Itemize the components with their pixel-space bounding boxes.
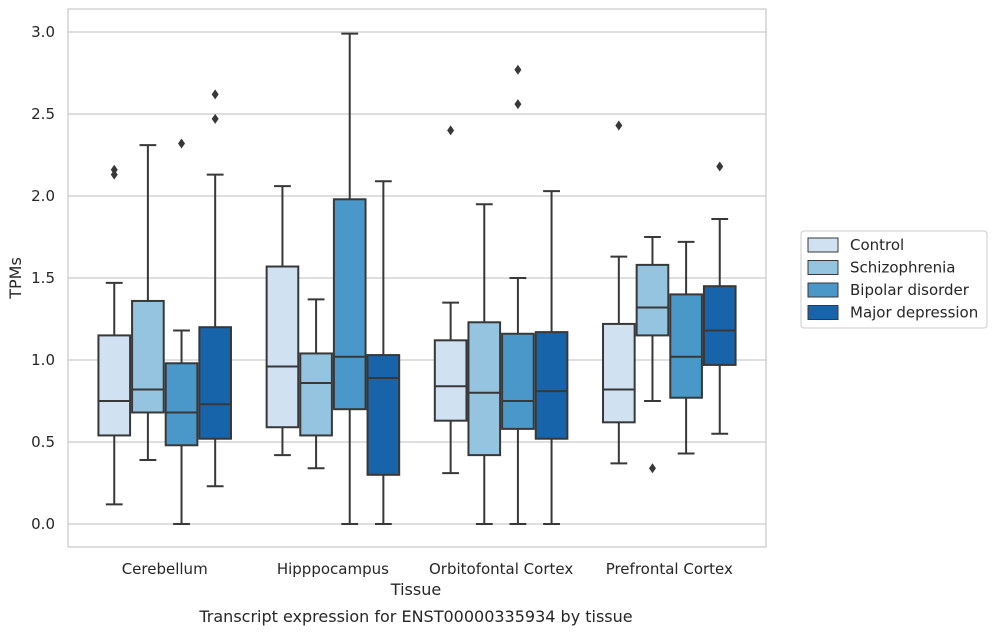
x-axis-label: Tissue (390, 580, 441, 599)
legend-label: Bipolar disorder (850, 281, 970, 299)
outlier-point (211, 89, 219, 100)
box-group (467, 203, 502, 525)
outlier-point (110, 164, 118, 175)
box (669, 293, 703, 399)
outlier-point (615, 120, 623, 131)
outlier-point (211, 113, 219, 124)
box-group (635, 236, 670, 474)
y-tick-label: 1.0 (31, 351, 55, 369)
y-tick-label: 3.0 (31, 23, 55, 41)
y-axis-ticks: 0.0 0.5 1.0 1.5 2.0 2.5 3.0 (31, 23, 55, 533)
chart-title: Transcript expression for ENST0000033593… (198, 607, 632, 626)
y-tick-label: 2.5 (31, 105, 55, 123)
box (299, 352, 333, 437)
legend-label: Major depression (850, 304, 978, 322)
y-axis-label: TPMs (6, 257, 25, 300)
box-group (332, 32, 367, 525)
legend-label: Schizophrenia (850, 259, 955, 277)
box-group (534, 190, 569, 525)
legend-swatch (807, 282, 839, 298)
box-group (97, 164, 132, 506)
box-group (669, 240, 703, 455)
box-group (198, 89, 232, 488)
box (467, 321, 502, 457)
legend-frame (800, 230, 988, 329)
box (265, 265, 300, 429)
legend-swatch (807, 260, 839, 275)
box (332, 198, 367, 411)
box-group (131, 144, 165, 462)
box-group (265, 185, 300, 457)
legend-swatch (807, 237, 839, 253)
x-tick-label: Prefrontal Cortex (606, 560, 733, 578)
box (433, 339, 468, 422)
box (97, 334, 132, 437)
plot-area-frame (67, 8, 767, 548)
box (198, 326, 232, 440)
box-group (702, 161, 737, 435)
box-group (501, 64, 535, 525)
legend: Control Schizophrenia Bipolar disorder Majo… (800, 230, 988, 329)
y-tick-label: 2.0 (31, 187, 55, 205)
box (131, 299, 165, 414)
outlier-point (514, 64, 522, 75)
y-tick-label: 0.0 (31, 515, 55, 533)
outlier-point (648, 463, 656, 474)
y-tick-label: 0.5 (31, 433, 55, 451)
x-tick-label: Cerebellum (122, 560, 208, 578)
x-axis-ticks: Cerebellum Hipppocampus Orbitofontal Corte… (122, 560, 733, 578)
box-group (164, 138, 199, 525)
box (602, 322, 636, 424)
box (501, 332, 535, 430)
outlier-point (178, 138, 186, 149)
box-group (433, 125, 468, 475)
box (164, 362, 199, 447)
box (534, 331, 569, 440)
legend-swatch (807, 305, 839, 320)
outlier-point (716, 161, 724, 172)
x-tick-label: Hipppocampus (277, 560, 389, 578)
box-group (366, 180, 401, 525)
boxes (97, 32, 737, 525)
box-group (299, 298, 333, 470)
y-tick-label: 1.5 (31, 269, 55, 287)
outlier-point (447, 125, 455, 136)
box (702, 285, 737, 366)
box-group (602, 120, 636, 465)
box (635, 263, 670, 337)
x-tick-label: Orbitofontal Cortex (429, 560, 573, 578)
box (366, 354, 401, 476)
legend-label: Control (850, 236, 904, 254)
outlier-point (514, 99, 522, 110)
